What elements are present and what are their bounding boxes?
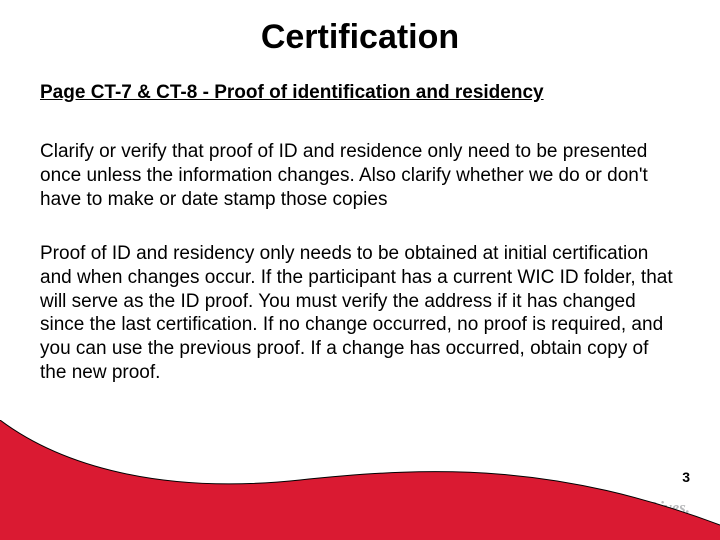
page-number: 3 [682,469,690,485]
body-paragraph-1: Clarify or verify that proof of ID and r… [40,140,680,211]
subheading: Page CT-7 & CT-8 - Proof of identificati… [40,82,680,104]
swoosh-fill [0,420,720,540]
decorative-swoosh [0,420,720,540]
slide-title: Certification [0,18,720,57]
slide: Certification Page CT-7 & CT-8 - Proof o… [0,0,720,540]
tagline: We Protect Lives. [569,498,690,518]
body-paragraph-2: Proof of ID and residency only needs to … [40,242,680,385]
